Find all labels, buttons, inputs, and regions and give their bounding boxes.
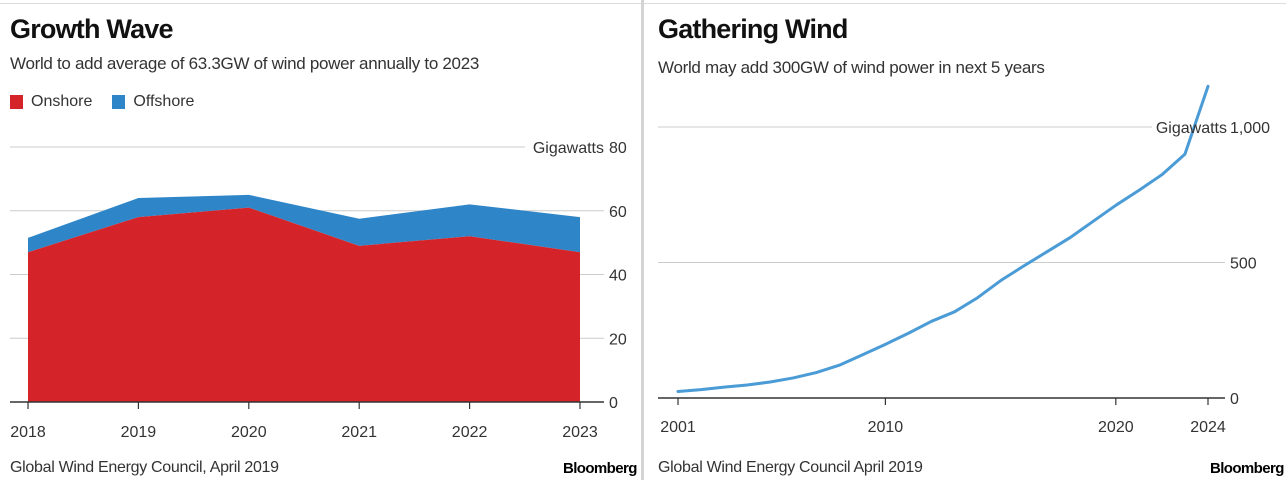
y-tick-label: 80	[609, 140, 627, 157]
chart-title: Gathering Wind	[658, 14, 848, 44]
legend-item-offshore: Offshore	[112, 93, 194, 111]
x-tick-label: 2001	[660, 419, 696, 436]
bloomberg-logo: Bloomberg	[563, 460, 637, 477]
x-tick-label: 2019	[121, 424, 157, 441]
y-tick-label: 0	[609, 395, 618, 412]
legend-label-offshore: Offshore	[133, 93, 195, 110]
y-tick-label: 60	[609, 204, 627, 221]
y-tick-label: 0	[1230, 391, 1239, 408]
y-axis-label: Gigawatts	[1156, 120, 1227, 137]
x-tick-label: 2022	[452, 424, 488, 441]
growth-wave-panel: Growth Wave World to add average of 63.3…	[0, 0, 640, 480]
legend-label-onshore: Onshore	[31, 93, 93, 110]
y-axis-label: Gigawatts	[533, 140, 604, 157]
y-tick-label: 500	[1230, 256, 1257, 273]
growth-wave-chart: 2018 2019 2020 2021 2022 2023 0 20 40 60 80 Gigawat…	[10, 140, 627, 441]
gathering-wind-panel: Gathering Wind World may add 300GW of wi…	[650, 0, 1286, 480]
area-offshore	[28, 194, 580, 253]
x-tick-label: 2021	[341, 424, 377, 441]
chart-title: Growth Wave	[10, 14, 174, 44]
x-tick-label: 2010	[868, 419, 904, 436]
x-tick-label: 2020	[1098, 419, 1134, 436]
chart-subtitle: World to add average of 63.3GW of wind p…	[10, 54, 480, 73]
series-line	[676, 84, 1210, 393]
x-tick-label: 2020	[231, 424, 267, 441]
legend-item-onshore: Onshore	[10, 93, 92, 111]
legend: Onshore Offshore	[10, 93, 214, 111]
y-tick-label: 1,000	[1230, 120, 1270, 137]
chart-subtitle: World may add 300GW of wind power in nex…	[658, 58, 1045, 77]
x-tick-label: 2023	[562, 424, 598, 441]
area-onshore	[28, 207, 580, 402]
x-tick-label: 2018	[10, 424, 46, 441]
source-note: Global Wind Energy Council, April 2019	[10, 459, 279, 476]
x-tick-label: 2024	[1190, 419, 1226, 436]
panel-divider	[641, 0, 644, 480]
y-tick-label: 40	[609, 268, 627, 285]
y-tick-label: 20	[609, 331, 627, 348]
legend-swatch-offshore	[112, 95, 126, 109]
bloomberg-logo: Bloomberg	[1210, 460, 1284, 477]
source-note: Global Wind Energy Council April 2019	[658, 459, 923, 476]
legend-swatch-onshore	[10, 95, 23, 109]
